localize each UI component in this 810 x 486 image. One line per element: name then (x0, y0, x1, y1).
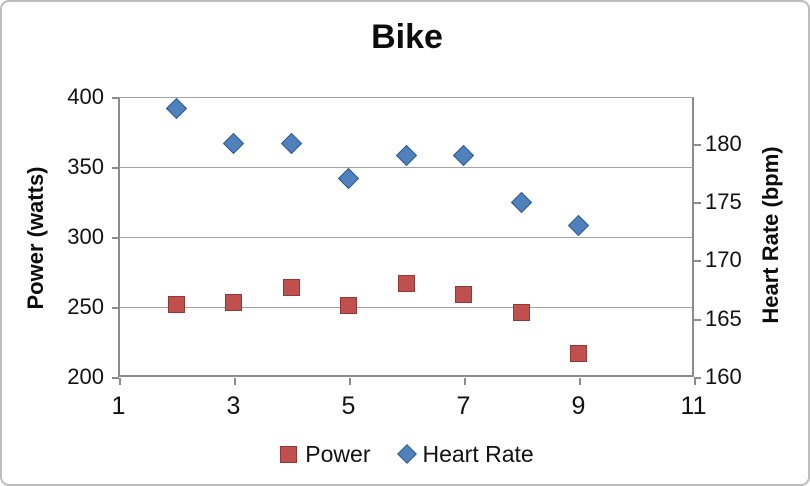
right-axis-tick (693, 318, 701, 321)
legend-label: Power (305, 441, 371, 467)
legend: Power Heart Rate (2, 439, 808, 469)
x-axis-tick (463, 378, 466, 385)
data-point-power[interactable] (570, 344, 587, 362)
right-axis-tick (693, 202, 701, 204)
left-axis-tick-label: 300 (67, 224, 104, 249)
legend-label: Heart Rate (422, 441, 534, 467)
x-axis-tick (233, 378, 236, 385)
right-axis-tick (693, 377, 701, 379)
data-point-power[interactable] (167, 295, 185, 313)
data-point-power[interactable] (512, 304, 530, 322)
right-axis-tick (693, 143, 701, 146)
legend-item-heart-rate[interactable]: Heart Rate (397, 439, 534, 469)
chart-title: Bike (371, 18, 443, 56)
x-axis-tick-label: 3 (226, 392, 241, 420)
x-axis-tick-label: 9 (571, 392, 586, 420)
left-axis-tick (111, 377, 119, 379)
x-axis-tick (118, 378, 121, 385)
x-axis-tick (348, 378, 351, 385)
x-axis-tick-label: 7 (456, 392, 471, 420)
right-axis-tick-label: 165 (705, 305, 742, 331)
right-axis-title: Heart Rate (bpm) (758, 146, 783, 324)
legend-item-power[interactable]: Power (280, 439, 370, 469)
left-axis-tick (111, 97, 119, 99)
x-axis-tick-label: 11 (680, 392, 707, 420)
right-axis-tick-label: 170 (705, 247, 742, 273)
left-axis-tick (111, 237, 119, 239)
x-axis-tick-label: 1 (111, 392, 126, 420)
diamond-marker-icon (397, 444, 418, 464)
gridline (119, 307, 693, 308)
left-axis-tick-label: 200 (67, 364, 104, 389)
data-point-power[interactable] (282, 278, 300, 296)
right-axis-tick-label: 160 (705, 364, 742, 389)
data-point-power[interactable] (340, 297, 357, 315)
data-point-power[interactable] (397, 274, 415, 292)
left-axis-tick-label: 400 (67, 84, 104, 109)
right-axis-tick-label: 180 (705, 130, 742, 156)
square-marker-icon (280, 445, 298, 463)
left-axis-tick (111, 307, 119, 309)
left-axis-tick-label: 350 (67, 154, 104, 179)
right-axis-tick (693, 260, 701, 263)
x-axis-tick (693, 378, 696, 385)
left-axis-tick-label: 250 (67, 294, 104, 319)
x-axis-tick (578, 378, 581, 385)
right-axis-tick-label: 175 (705, 189, 742, 214)
gridline (119, 167, 693, 168)
data-point-power[interactable] (455, 285, 472, 303)
x-axis-tick-label: 5 (341, 392, 356, 420)
gridline (119, 237, 693, 238)
data-point-power[interactable] (225, 294, 242, 312)
left-axis-tick (111, 167, 119, 169)
